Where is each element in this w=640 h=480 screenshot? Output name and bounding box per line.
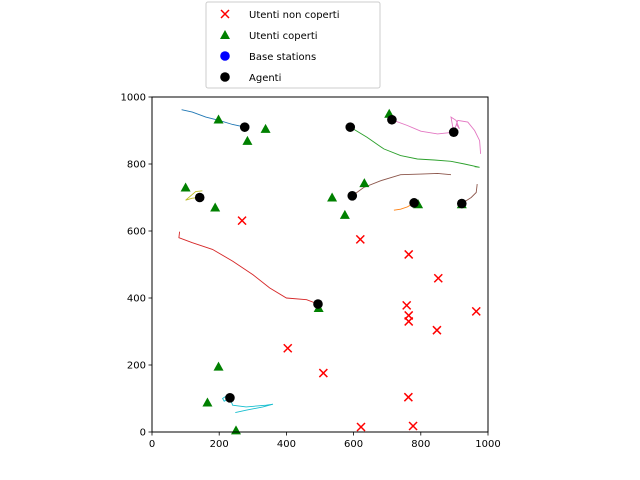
uncovered-user-marker — [404, 316, 414, 326]
covered-user-marker — [213, 114, 224, 124]
covered-user-marker — [242, 135, 253, 145]
covered-user-marker — [210, 202, 221, 212]
legend-label: Utenti non coperti — [249, 10, 340, 21]
agent-marker — [239, 122, 250, 132]
axes-layer: 0 200 400 600 800 1000 0 200 400 600 800 1000 — [121, 93, 501, 451]
legend-marker — [220, 51, 230, 61]
legend: Utenti non coperti Utenti coperti Base sta… — [205, 1, 381, 89]
uncovered-user-marker — [404, 249, 414, 259]
trajectory-line — [450, 116, 460, 133]
agent-marker — [387, 114, 397, 125]
legend-entry: Utenti coperti — [220, 30, 318, 42]
legend-label: Utenti coperti — [249, 31, 318, 42]
legend-box — [205, 1, 381, 89]
uncovered-user-marker — [403, 392, 413, 402]
covered-user-marker — [327, 192, 338, 202]
agent-marker — [448, 127, 459, 137]
x-tick-label: 800 — [411, 439, 430, 450]
legend-label: Agenti — [249, 73, 281, 84]
legend-marker — [220, 72, 230, 82]
covered-user-marker — [339, 209, 350, 219]
covered-user-marker — [260, 123, 271, 133]
covered-user-marker — [359, 178, 370, 188]
axes-frame — [151, 96, 489, 433]
legend-marker — [220, 30, 230, 39]
uncovered-user-marker — [408, 421, 418, 431]
uncovered-user-marker — [318, 368, 328, 378]
legend-entry: Base stations — [220, 51, 316, 63]
uncovered-user-marker — [356, 422, 366, 432]
uncovered-user-marker — [237, 216, 247, 226]
uncovered-user-marker — [355, 234, 365, 244]
uncovered-user-marker — [283, 343, 293, 353]
y-tick-label: 600 — [127, 227, 146, 238]
agent-marker — [347, 191, 358, 201]
x-tick-label: 400 — [277, 439, 296, 450]
agent-marker — [194, 192, 205, 203]
uncovered-user-marker — [471, 306, 481, 316]
trajectory-line — [391, 119, 482, 154]
agent-marker — [225, 393, 235, 403]
y-tick-label: 400 — [127, 294, 146, 305]
x-tick-label: 600 — [344, 439, 363, 450]
covered-user-marker — [231, 425, 241, 435]
legend-label: Base stations — [249, 52, 316, 63]
trajectory-line — [185, 190, 203, 201]
trajectory-line — [229, 397, 274, 414]
y-tick-label: 200 — [127, 361, 146, 372]
agent-marker — [313, 299, 323, 309]
x-tick-label: 0 — [149, 439, 155, 450]
covered-user-marker — [213, 361, 224, 371]
y-tick-label: 1000 — [121, 93, 146, 104]
x-tick-label: 1000 — [475, 439, 500, 450]
legend-marker — [220, 9, 230, 19]
trajectory-line — [178, 231, 319, 305]
covered-user-marker — [202, 397, 213, 407]
trajectories-layer — [178, 109, 482, 414]
trajectory-line — [181, 109, 245, 128]
trajectory-line — [461, 184, 478, 204]
y-tick-label: 800 — [127, 160, 146, 171]
y-tick-label: 0 — [140, 428, 146, 439]
markers-layer — [180, 108, 481, 435]
x-tick-label: 200 — [210, 439, 229, 450]
agent-marker — [456, 198, 467, 209]
trajectory-line — [349, 126, 480, 168]
uncovered-user-marker — [432, 325, 442, 335]
uncovered-user-marker — [402, 300, 412, 310]
agent-marker — [409, 198, 419, 208]
covered-user-marker — [180, 182, 191, 192]
legend-entry: Agenti — [220, 72, 281, 84]
legend-entry: Utenti non coperti — [220, 9, 340, 21]
uncovered-user-marker — [433, 273, 443, 283]
trajectory-line — [352, 172, 452, 197]
agent-marker — [345, 122, 356, 132]
